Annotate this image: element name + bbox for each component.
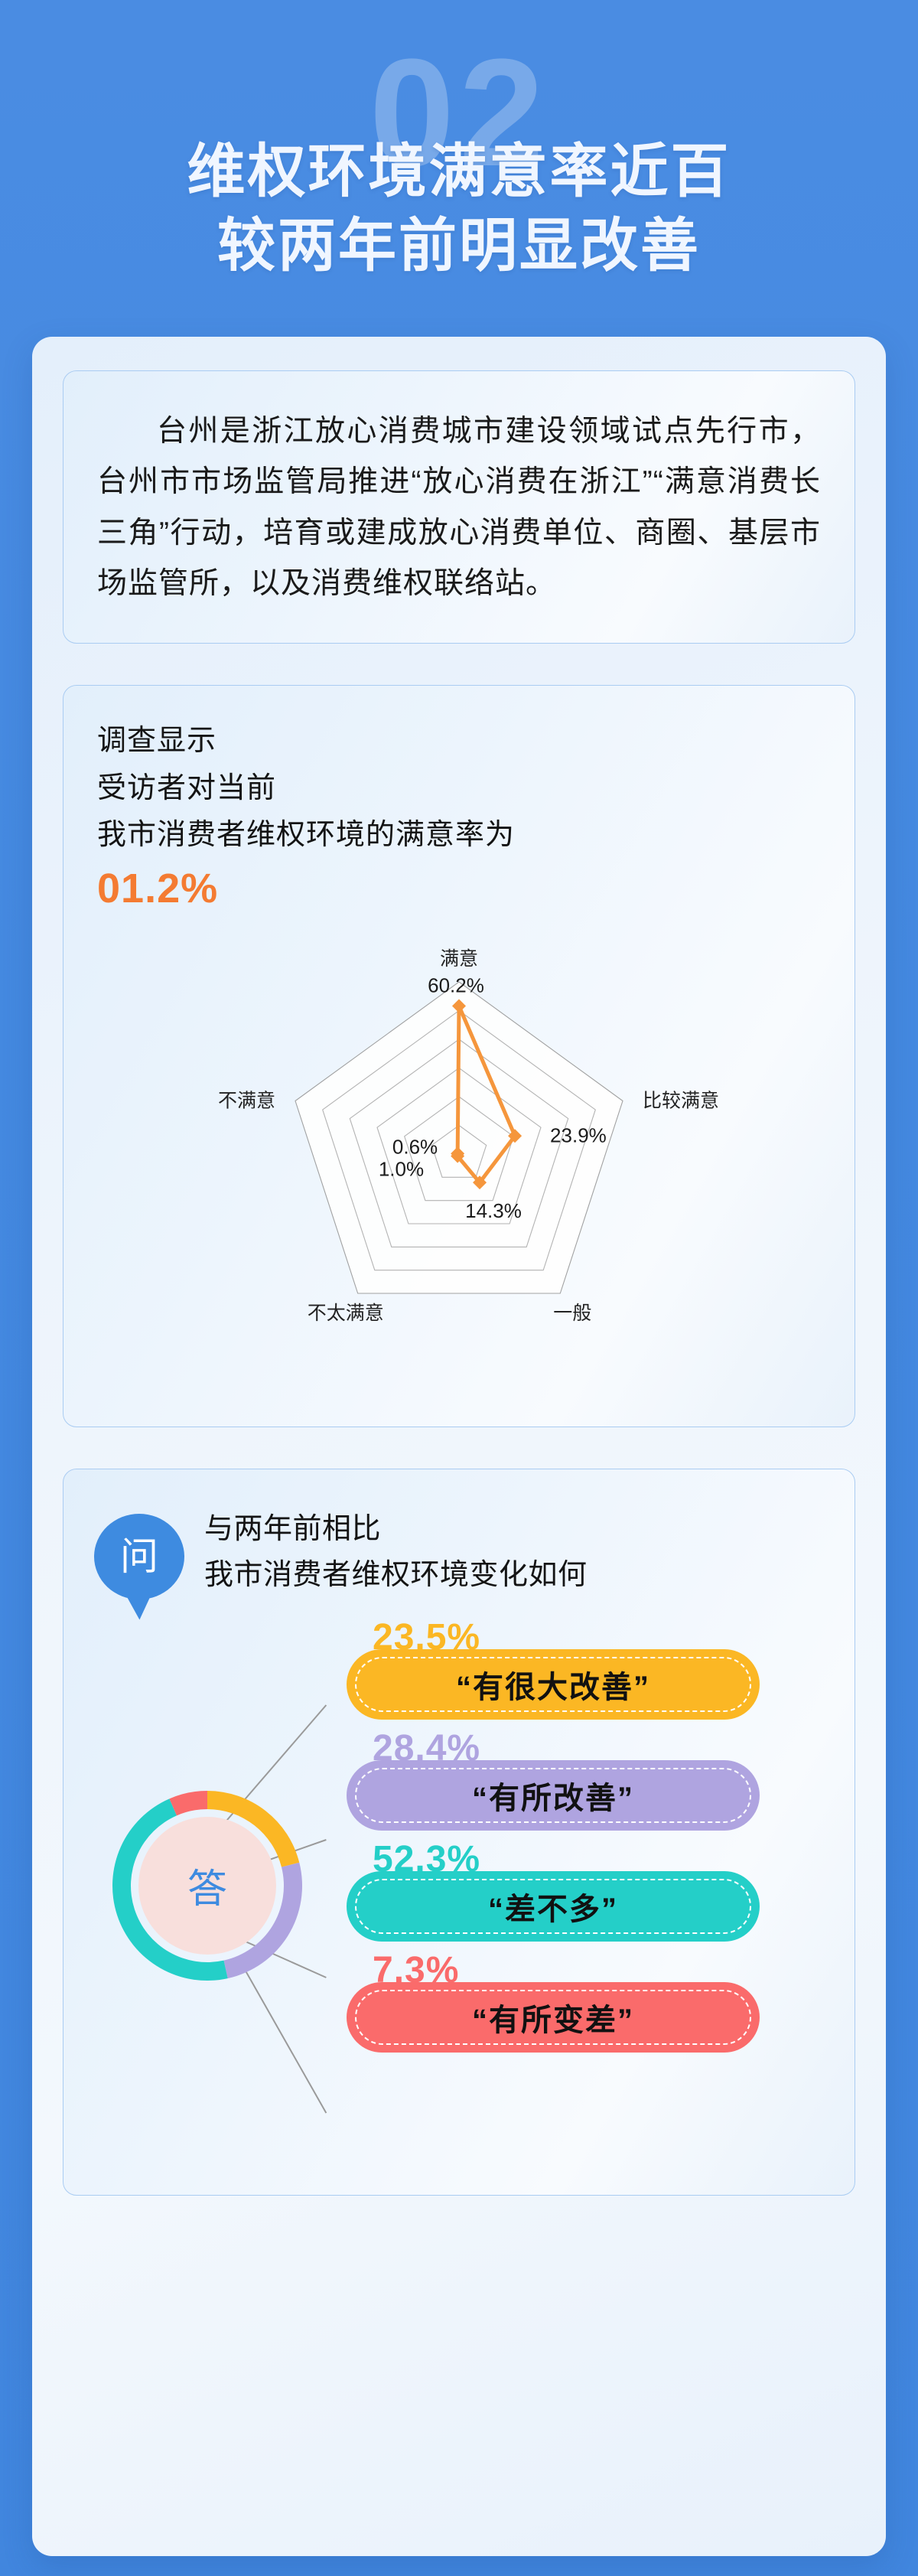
answer-pill[interactable]: “有所变差” — [347, 1981, 760, 2053]
radar-category-label: 不满意 — [218, 1090, 275, 1111]
question-header: 问 与两年前相比 我市消费者维权环境变化如何 — [94, 1500, 824, 1599]
donut-segment — [207, 1790, 300, 1867]
radar-ring — [431, 1124, 487, 1178]
page-title-line-1: 维权环境满意率近百 — [187, 139, 731, 204]
answer-pill-label: “差不多” — [488, 1892, 618, 1926]
survey-line-1: 调查显示 — [97, 725, 217, 758]
radar-data-point — [473, 1175, 487, 1189]
radar-series-close — [455, 1003, 461, 1156]
answer-option[interactable]: 28.4% “有所改善” — [347, 1730, 760, 1831]
survey-panel: 调查显示 受访者对当前 我市消费者维权环境的满意率为 01.2% 60.2% 23… — [63, 685, 855, 1427]
question-panel: 问 与两年前相比 我市消费者维权环境变化如何 答 23.5% “有很大改善” 28.… — [63, 1468, 855, 2196]
donut-segment — [169, 1790, 207, 1816]
answer-pill[interactable]: “有很大改善” — [347, 1648, 760, 1720]
radar-data-point — [452, 999, 466, 1013]
radar-category-label: 一般 — [553, 1303, 591, 1324]
donut-svg — [112, 1790, 302, 1981]
radar-ring — [404, 1096, 514, 1201]
content-card: 台州是浙江放心消费城市建设领域试点先行市，台州市市场监管局推进“放心消费在浙江”… — [32, 337, 886, 2556]
survey-line-2: 受访者对当前 — [97, 771, 277, 804]
answer-pill-label: “有所变差” — [472, 2003, 634, 2037]
leader-line — [244, 1968, 327, 2113]
radar-category-label: 比较满意 — [643, 1090, 719, 1111]
radar-ring — [349, 1039, 569, 1247]
answer-option[interactable]: 52.3% “差不多” — [347, 1841, 760, 1942]
answer-donut-chart: 答 — [108, 1786, 307, 1985]
question-text-block: 与两年前相比 我市消费者维权环境变化如何 — [204, 1500, 588, 1598]
question-line-2: 我市消费者维权环境变化如何 — [204, 1558, 588, 1591]
page-header: 02 维权环境满意率近百 较两年前明显改善 — [0, 0, 918, 321]
answers-area: 答 23.5% “有很大改善” 28.4% “有所改善” 52.3% “差不多” 7.3% “… — [94, 1619, 824, 2155]
radar-data-point — [451, 1146, 465, 1161]
question-bubble-icon: 问 — [94, 1513, 184, 1599]
answer-pill-label: “有很大改善” — [456, 1670, 650, 1704]
radar-category-label: 满意 — [440, 948, 478, 970]
radar-value-label: 0.6% — [392, 1135, 438, 1158]
question-line-1: 与两年前相比 — [204, 1512, 382, 1545]
radar-value-label: 23.9% — [550, 1123, 607, 1146]
question-bubble-label: 问 — [120, 1534, 158, 1578]
answer-option-list: 23.5% “有很大改善” 28.4% “有所改善” 52.3% “差不多” 7.3% “有所… — [347, 1619, 760, 2063]
radar-value-label: 14.3% — [465, 1199, 522, 1222]
intro-panel: 台州是浙江放心消费城市建设领域试点先行市，台州市市场监管局推进“放心消费在浙江”… — [63, 370, 855, 644]
donut-segment — [112, 1798, 228, 1981]
answer-pill[interactable]: “有所改善” — [347, 1759, 760, 1831]
page-title-line-2: 较两年前明显改善 — [217, 214, 701, 279]
donut-segment — [223, 1862, 302, 1978]
radar-ring — [376, 1067, 542, 1224]
radar-category-label: 不太满意 — [308, 1303, 384, 1324]
satisfaction-rate-value: 01.2% — [97, 865, 219, 911]
radar-ring — [322, 1009, 596, 1270]
answer-pill-label: “有所改善” — [472, 1781, 634, 1815]
answer-option[interactable]: 7.3% “有所变差” — [347, 1952, 760, 2053]
radar-value-label: 1.0% — [379, 1157, 424, 1180]
radar-chart-wrapper: 60.2% 23.9% 14.3% 1.0% 0.6% 满意比较满意一般 不太满意 不满意 — [97, 924, 821, 1399]
section-number-watermark: 02 — [369, 28, 549, 198]
answer-option[interactable]: 23.5% “有很大改善” — [347, 1619, 760, 1720]
header-title-group: 维权环境满意率近百 较两年前明显改善 — [0, 135, 918, 284]
radar-data-point — [508, 1128, 522, 1143]
survey-line-3: 我市消费者维权环境的满意率为 — [97, 819, 516, 852]
answer-pill[interactable]: “差不多” — [347, 1870, 760, 1942]
radar-value-label: 60.2% — [428, 973, 484, 996]
donut-inner-disc — [138, 1816, 276, 1955]
intro-paragraph: 台州是浙江放心消费城市建设领域试点先行市，台州市市场监管局推进“放心消费在浙江”… — [97, 415, 821, 600]
